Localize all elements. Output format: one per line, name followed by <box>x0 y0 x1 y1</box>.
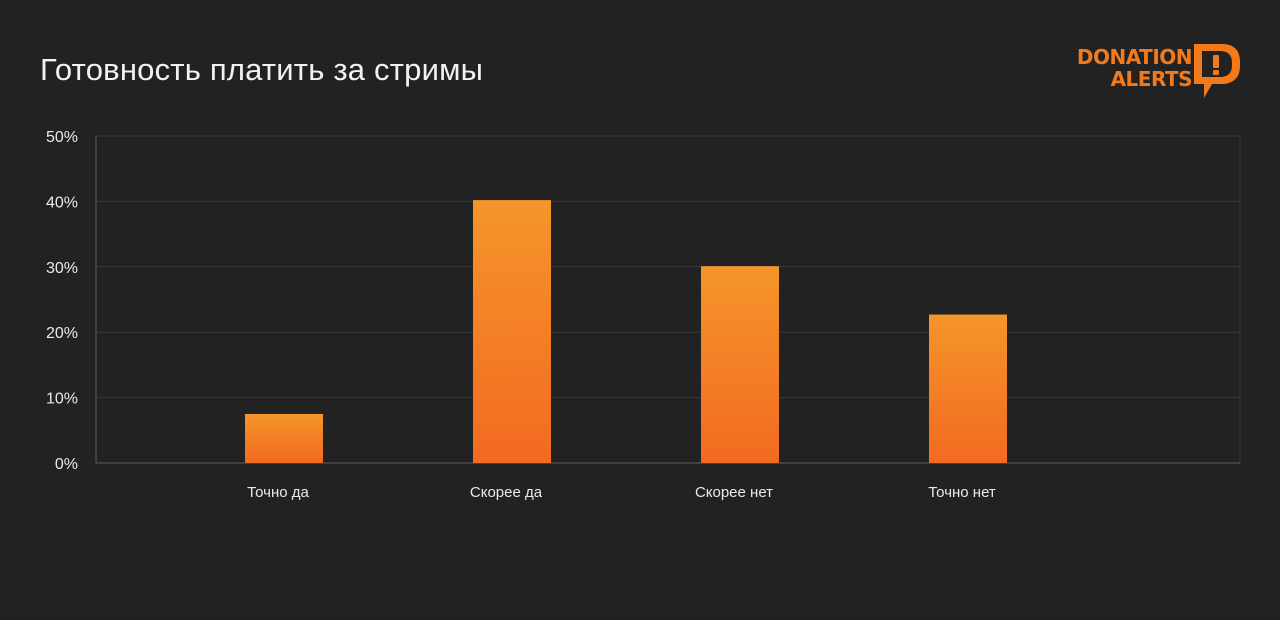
bar <box>701 266 779 463</box>
logo-text-line2: ALERTS <box>1110 67 1193 91</box>
bar <box>929 314 1007 463</box>
x-category-label: Точно нет <box>928 484 996 501</box>
bar <box>245 413 323 463</box>
exclamation-speech-bubble-icon <box>1194 44 1240 98</box>
y-tick-label: 20% <box>46 325 78 342</box>
x-category-label: Скорее да <box>470 484 543 501</box>
logo-text-line1: DONATION <box>1076 45 1193 69</box>
chart-title: Готовность платить за стримы <box>40 52 484 87</box>
donation-alerts-logo: DONATION ALERTS <box>1072 42 1244 102</box>
x-category-label: Точно да <box>247 484 309 501</box>
y-tick-label: 30% <box>46 260 78 277</box>
x-category-label: Скорее нет <box>695 484 773 501</box>
y-tick-label: 40% <box>46 194 78 211</box>
y-tick-label: 10% <box>46 391 78 408</box>
y-tick-label: 0% <box>55 456 78 473</box>
y-tick-label: 50% <box>46 129 78 146</box>
bar <box>473 200 551 464</box>
